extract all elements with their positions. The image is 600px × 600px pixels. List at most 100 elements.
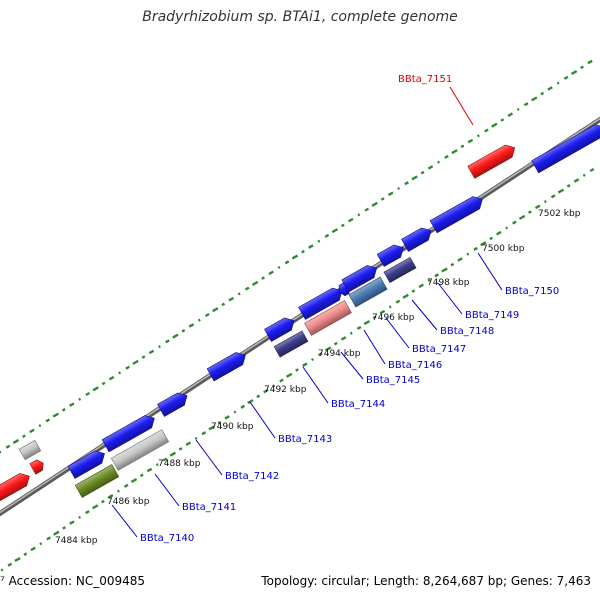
gene-label-BBta_7150: BBta_7150 xyxy=(505,286,559,297)
gene-block-7140 xyxy=(67,450,105,479)
gc-tick xyxy=(92,386,99,392)
gene-block-7148 xyxy=(401,227,432,252)
gc-tick xyxy=(256,394,261,399)
gene-block-7151 xyxy=(467,144,516,179)
gene-block-7145 xyxy=(298,287,343,320)
gc-tick xyxy=(331,228,339,234)
gc-tick xyxy=(534,204,541,210)
gc-tick xyxy=(489,236,493,241)
gc-tick xyxy=(139,473,144,478)
gene-block-7147-navy xyxy=(383,256,417,284)
gc-tick xyxy=(181,329,186,333)
gc-tick xyxy=(557,188,565,194)
gc-tick xyxy=(543,200,547,204)
gene-block-7143 xyxy=(206,352,246,382)
gc-tick xyxy=(333,341,338,346)
gc-tick xyxy=(78,515,82,519)
gc-tick xyxy=(397,186,401,191)
gc-tick xyxy=(7,562,13,567)
gc-tick xyxy=(556,81,560,85)
genome-summary-text: Topology: circular; Length: 8,264,687 bp… xyxy=(261,574,591,588)
gc-tick xyxy=(101,381,106,386)
tick-label-7490: 7490 kbp xyxy=(211,422,254,432)
gc-tick xyxy=(484,128,489,133)
gc-tick xyxy=(523,102,529,107)
gc-tick xyxy=(540,91,545,96)
gc-tick xyxy=(101,499,105,504)
gene-block-7147 xyxy=(376,244,404,267)
gene-block-7140-olive xyxy=(74,464,120,498)
gc-tick xyxy=(247,399,254,405)
gc-tick xyxy=(460,144,465,149)
gc-tick xyxy=(324,233,330,238)
tick-label-7492: 7492 kbp xyxy=(264,385,307,395)
tick-label-7502: 7502 kbp xyxy=(538,209,581,219)
gc-tick xyxy=(473,246,478,251)
gene-label-BBta_7146: BBta_7146 xyxy=(388,360,442,371)
gene-label-BBta_7151: BBta_7151 xyxy=(398,74,452,85)
gc-tick xyxy=(547,86,553,91)
gc-tick xyxy=(5,444,11,449)
gc-tick xyxy=(224,415,230,420)
gene-label-BBta_7141: BBta_7141 xyxy=(182,502,236,513)
gc-tick xyxy=(123,483,129,488)
gc-tick xyxy=(500,118,505,122)
leader-line-BBta_7143 xyxy=(249,401,276,439)
gc-tick xyxy=(0,568,4,572)
gc-tick xyxy=(507,112,514,117)
gc-tick xyxy=(582,173,586,177)
gc-tick xyxy=(364,207,370,212)
gc-tick xyxy=(78,397,82,401)
gc-tick xyxy=(437,160,440,164)
gc-tick xyxy=(371,201,378,207)
gc-tick xyxy=(132,359,139,365)
gc-tick xyxy=(528,210,532,214)
gene-label-BBta_7144: BBta_7144 xyxy=(331,399,385,410)
gc-tick xyxy=(295,368,299,372)
gc-tick xyxy=(53,530,60,536)
gc-tick xyxy=(268,270,274,276)
gc-tick xyxy=(251,280,259,286)
gene-block-7144 xyxy=(264,317,295,342)
tick-label-7488: 7488 kbp xyxy=(158,459,201,469)
gc-tick xyxy=(146,467,153,473)
gc-tick xyxy=(301,249,305,254)
gc-tick xyxy=(311,357,314,362)
gc-tick xyxy=(395,299,401,304)
leader-line-BBta_7145 xyxy=(340,351,364,380)
gc-tick xyxy=(589,167,595,173)
gc-tick xyxy=(380,197,385,201)
gc-tick xyxy=(550,194,556,199)
leader-line-BBta_7150 xyxy=(477,252,503,291)
gc-tick xyxy=(476,134,480,138)
gc-tick xyxy=(372,315,377,320)
gc-tick xyxy=(85,391,91,397)
gc-tick xyxy=(491,122,498,128)
gc-tick xyxy=(357,213,361,217)
gc-tick xyxy=(444,154,449,159)
gc-tick xyxy=(194,436,198,440)
tick-label-7496: 7496 kbp xyxy=(372,313,415,323)
gc-tick xyxy=(118,371,122,375)
gc-tick xyxy=(441,267,448,273)
gene-label-BBta_7149: BBta_7149 xyxy=(465,310,519,321)
gc-tick xyxy=(434,273,440,278)
gc-tick xyxy=(46,536,51,541)
leader-line-BBta_7149 xyxy=(437,282,463,315)
gene-label-BBta_7147: BBta_7147 xyxy=(412,344,466,355)
gc-tick xyxy=(580,65,584,70)
accession-text: ⁷ Accession: NC_009485 xyxy=(0,574,146,588)
gc-tick xyxy=(530,96,538,102)
gc-tick xyxy=(62,526,66,530)
gc-tick xyxy=(317,352,323,357)
gc-tick xyxy=(172,333,179,339)
gc-tick xyxy=(279,378,284,383)
gc-tick xyxy=(263,388,269,394)
gc-tick xyxy=(14,556,21,563)
gc-tick xyxy=(411,289,416,293)
leader-line-BBta_7151 xyxy=(449,86,474,126)
gc-tick xyxy=(317,239,321,243)
leader-line-BBta_7142 xyxy=(195,439,223,476)
gene-block-7146-steel xyxy=(348,276,388,308)
gc-tick xyxy=(467,138,474,144)
